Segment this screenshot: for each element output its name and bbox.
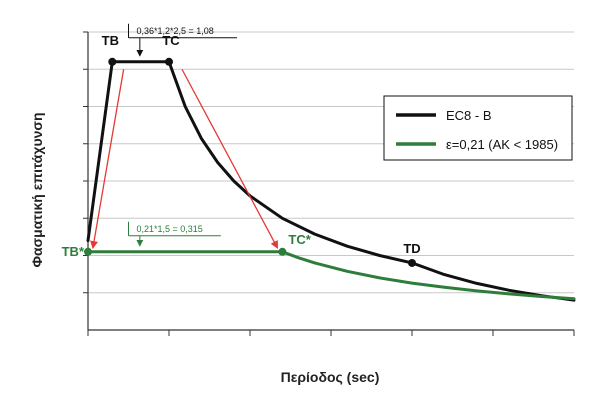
series-line-1 (86, 250, 576, 301)
series-group (86, 60, 576, 302)
red-arrow-0 (90, 69, 125, 250)
point-label-td: TD (403, 241, 420, 256)
axes (83, 31, 575, 336)
point-label-tb-star: TB* (62, 244, 85, 259)
arrows-group (90, 68, 279, 250)
point-marker-tb-star (84, 247, 92, 256)
point-label-tc: TC (162, 33, 180, 48)
legend: EC8 - B ε=0,21 (ΑΚ < 1985) (383, 95, 573, 161)
x-axis-label: Περίοδος (sec) (281, 369, 380, 385)
point-labels-group: TB TC TD TB* TC* (62, 33, 421, 267)
point-marker-tc (165, 57, 173, 66)
point-marker-td (408, 258, 416, 267)
y-axis-label: Φασματική επιτάχυνση (29, 112, 45, 267)
series-line-0 (86, 60, 576, 302)
legend-box (383, 95, 573, 161)
annotation-text-0: 0,36*1,2*2,5 = 1,08 (137, 26, 214, 36)
annotations-group: 0,36*1,2*2,5 = 1,08 0,21*1,5 = 0,315 (128, 23, 238, 247)
point-marker-tb (108, 57, 117, 66)
point-marker-tc-star (278, 247, 287, 256)
point-label-tb: TB (102, 33, 119, 48)
grid (88, 31, 574, 294)
red-arrow-1 (181, 68, 279, 249)
legend-label-epsilon: ε=0,21 (ΑΚ < 1985) (446, 137, 558, 152)
annotation-text-1: 0,21*1,5 = 0,315 (137, 224, 203, 234)
legend-label-ec8: EC8 - B (446, 108, 492, 123)
point-label-tc-star: TC* (288, 232, 311, 247)
